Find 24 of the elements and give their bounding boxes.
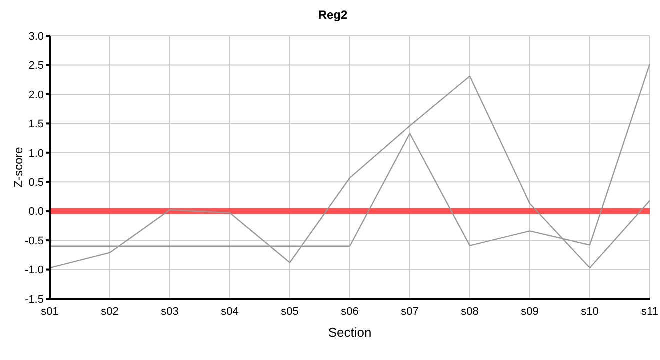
x-tick-label: s10	[581, 306, 599, 318]
y-tick-label: 2.0	[28, 89, 44, 102]
x-tick-label: s01	[41, 306, 59, 318]
y-tick-label: -1.5	[25, 294, 44, 306]
y-axis-title: Z-score	[11, 146, 26, 188]
x-tick-label: s05	[281, 306, 299, 318]
x-tick-label: s04	[221, 306, 239, 318]
y-tick-label: -1.0	[25, 264, 44, 277]
x-tick-label: s11	[642, 306, 658, 318]
y-tick-label: 0.0	[28, 206, 44, 218]
y-tick-label: 1.0	[28, 148, 44, 160]
x-tick-label: s07	[401, 306, 419, 318]
y-tick-label: 1.5	[28, 118, 44, 131]
x-tick-label: s03	[161, 306, 179, 318]
y-tick-label: -0.5	[25, 235, 44, 248]
y-tick-label: 3.0	[28, 30, 44, 43]
x-tick-label: s02	[101, 306, 119, 318]
x-tick-label: s06	[341, 306, 359, 318]
x-axis-title: Section	[328, 325, 372, 340]
y-tick-label: 2.5	[28, 60, 44, 72]
x-tick-label: s09	[521, 306, 539, 318]
x-tick-label: s08	[461, 306, 479, 318]
chart-title: Reg2	[317, 8, 349, 24]
y-tick-label: 0.5	[28, 177, 44, 190]
